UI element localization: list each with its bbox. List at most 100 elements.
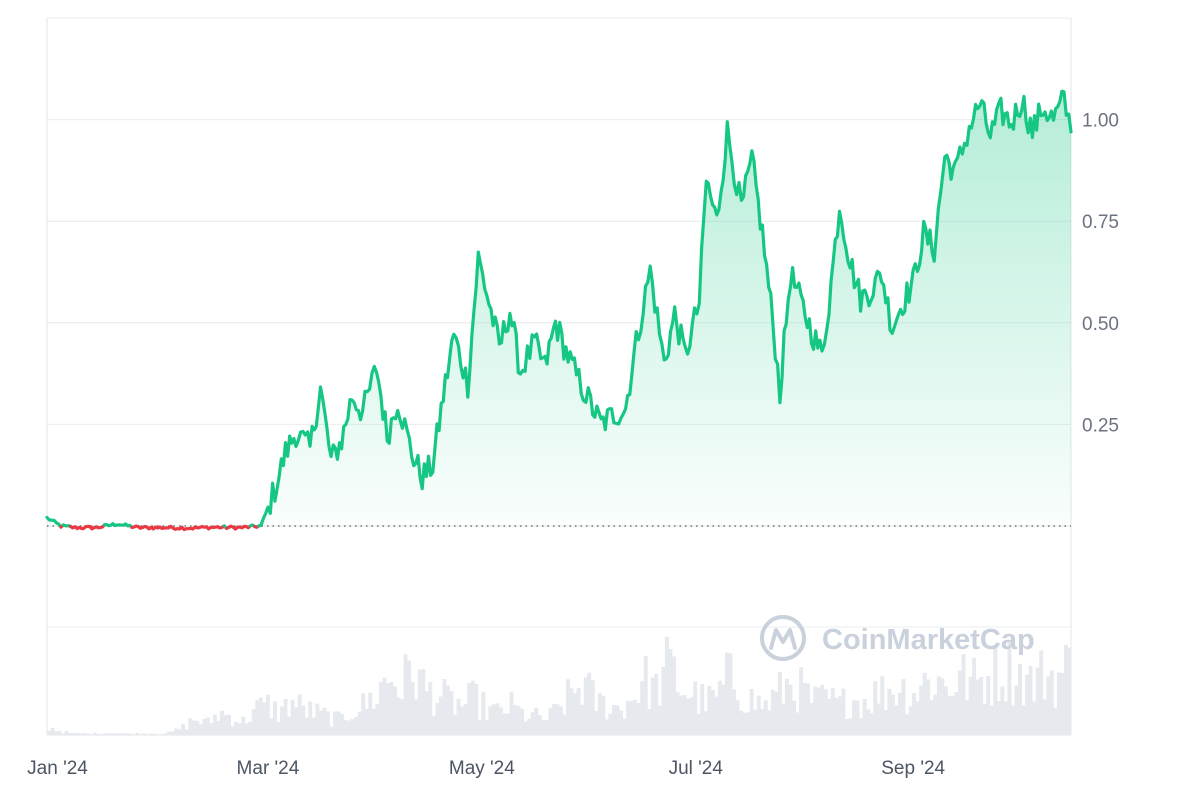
volume-bar <box>85 733 90 735</box>
volume-bar <box>244 723 249 735</box>
volume-bar <box>304 717 309 735</box>
volume-bar <box>982 703 987 735</box>
volume-bar <box>280 706 284 735</box>
volume-bar <box>516 706 521 735</box>
volume-bar <box>227 714 232 735</box>
volume-bar <box>792 700 796 735</box>
volume-bar <box>1039 650 1044 735</box>
volume-bar <box>251 709 256 735</box>
volume-bar <box>502 713 507 735</box>
volume-bar <box>823 689 828 735</box>
volume-bar <box>689 697 694 735</box>
volume-bar <box>322 707 327 735</box>
volume-bar <box>283 699 288 735</box>
volume-bar <box>54 731 58 735</box>
volume-bar <box>177 729 182 735</box>
volume-bar <box>470 680 475 735</box>
volume-bar <box>583 677 588 735</box>
volume-bar <box>523 721 528 735</box>
volume-bar <box>573 692 578 735</box>
volume-bar <box>509 691 514 735</box>
volume-bar <box>965 700 969 735</box>
volume-bar <box>294 707 299 735</box>
price-line-down <box>68 523 107 531</box>
volume-bar <box>619 710 623 735</box>
volume-bar <box>61 733 66 735</box>
volume-bar <box>852 700 857 735</box>
volume-bar <box>57 731 62 735</box>
volume-bar <box>661 666 666 735</box>
volume-bar <box>463 704 468 735</box>
price-line-down <box>130 524 226 532</box>
volume-bar <box>887 688 892 735</box>
volume-bar <box>897 692 902 735</box>
volume-bar <box>664 636 669 735</box>
volume-bar <box>682 695 687 735</box>
volume-bar <box>1049 670 1054 735</box>
volume-bar <box>163 733 168 735</box>
volume-bar <box>958 670 962 735</box>
volume-bar <box>608 713 613 735</box>
volume-bar <box>202 719 207 735</box>
volume-bar <box>629 701 634 735</box>
volume-bar <box>551 704 556 735</box>
price-line-up <box>102 522 134 529</box>
volume-bar <box>223 715 228 735</box>
volume-bar <box>555 704 560 735</box>
volume-bar <box>714 696 719 735</box>
volume-bar <box>128 733 133 735</box>
volume-bar <box>989 705 994 735</box>
volume-bar <box>152 733 157 735</box>
volume-bar <box>802 683 807 735</box>
volume-bar <box>739 710 744 735</box>
volume-bar <box>686 698 691 735</box>
volume-bar <box>159 734 164 735</box>
volume-bar <box>421 669 426 735</box>
volume-bar <box>767 710 772 735</box>
volume-bar <box>1010 705 1015 735</box>
volume-bar <box>1053 707 1058 735</box>
volume-bar <box>467 683 472 735</box>
volume-bar <box>721 684 726 735</box>
volume-bar <box>145 734 150 735</box>
volume-bar <box>474 683 479 735</box>
volume-bar <box>1025 674 1030 735</box>
y-axis-ticks: 0.25 0.50 0.75 1.00 <box>1082 111 1119 437</box>
volume-bar <box>89 734 94 735</box>
volume-bar <box>520 708 525 735</box>
volume-bar <box>188 718 193 735</box>
volume-bar <box>657 705 662 735</box>
volume-bar <box>604 719 609 735</box>
volume-bar <box>234 721 239 735</box>
volume-bar <box>841 688 846 735</box>
volume-bar <box>587 672 592 735</box>
volume-bar <box>1032 701 1037 735</box>
volume-bar <box>272 701 277 735</box>
volume-bar <box>329 726 334 735</box>
volume-bar <box>174 728 179 735</box>
volume-bar <box>92 732 97 735</box>
volume-bar <box>449 691 454 735</box>
volume-bar <box>544 720 549 735</box>
volume-bar <box>594 710 599 735</box>
volume-bar <box>297 694 302 735</box>
volume-bar <box>615 705 620 735</box>
volume-bar <box>364 708 369 735</box>
volume-bar <box>311 717 316 735</box>
volume-bar <box>1060 673 1065 735</box>
volume-bar <box>484 720 489 735</box>
volume-bar <box>813 686 818 735</box>
volume-bar <box>724 652 729 735</box>
volume-bar <box>269 718 274 735</box>
volume-bar <box>265 694 270 735</box>
volume-bar <box>446 685 450 735</box>
volume-bar <box>333 711 337 735</box>
volume-bar <box>919 685 924 735</box>
price-line-down <box>224 524 252 531</box>
volume-bar <box>597 693 602 735</box>
volume-bar <box>611 705 616 735</box>
volume-bar <box>1003 701 1008 735</box>
volume-bar <box>746 712 751 735</box>
